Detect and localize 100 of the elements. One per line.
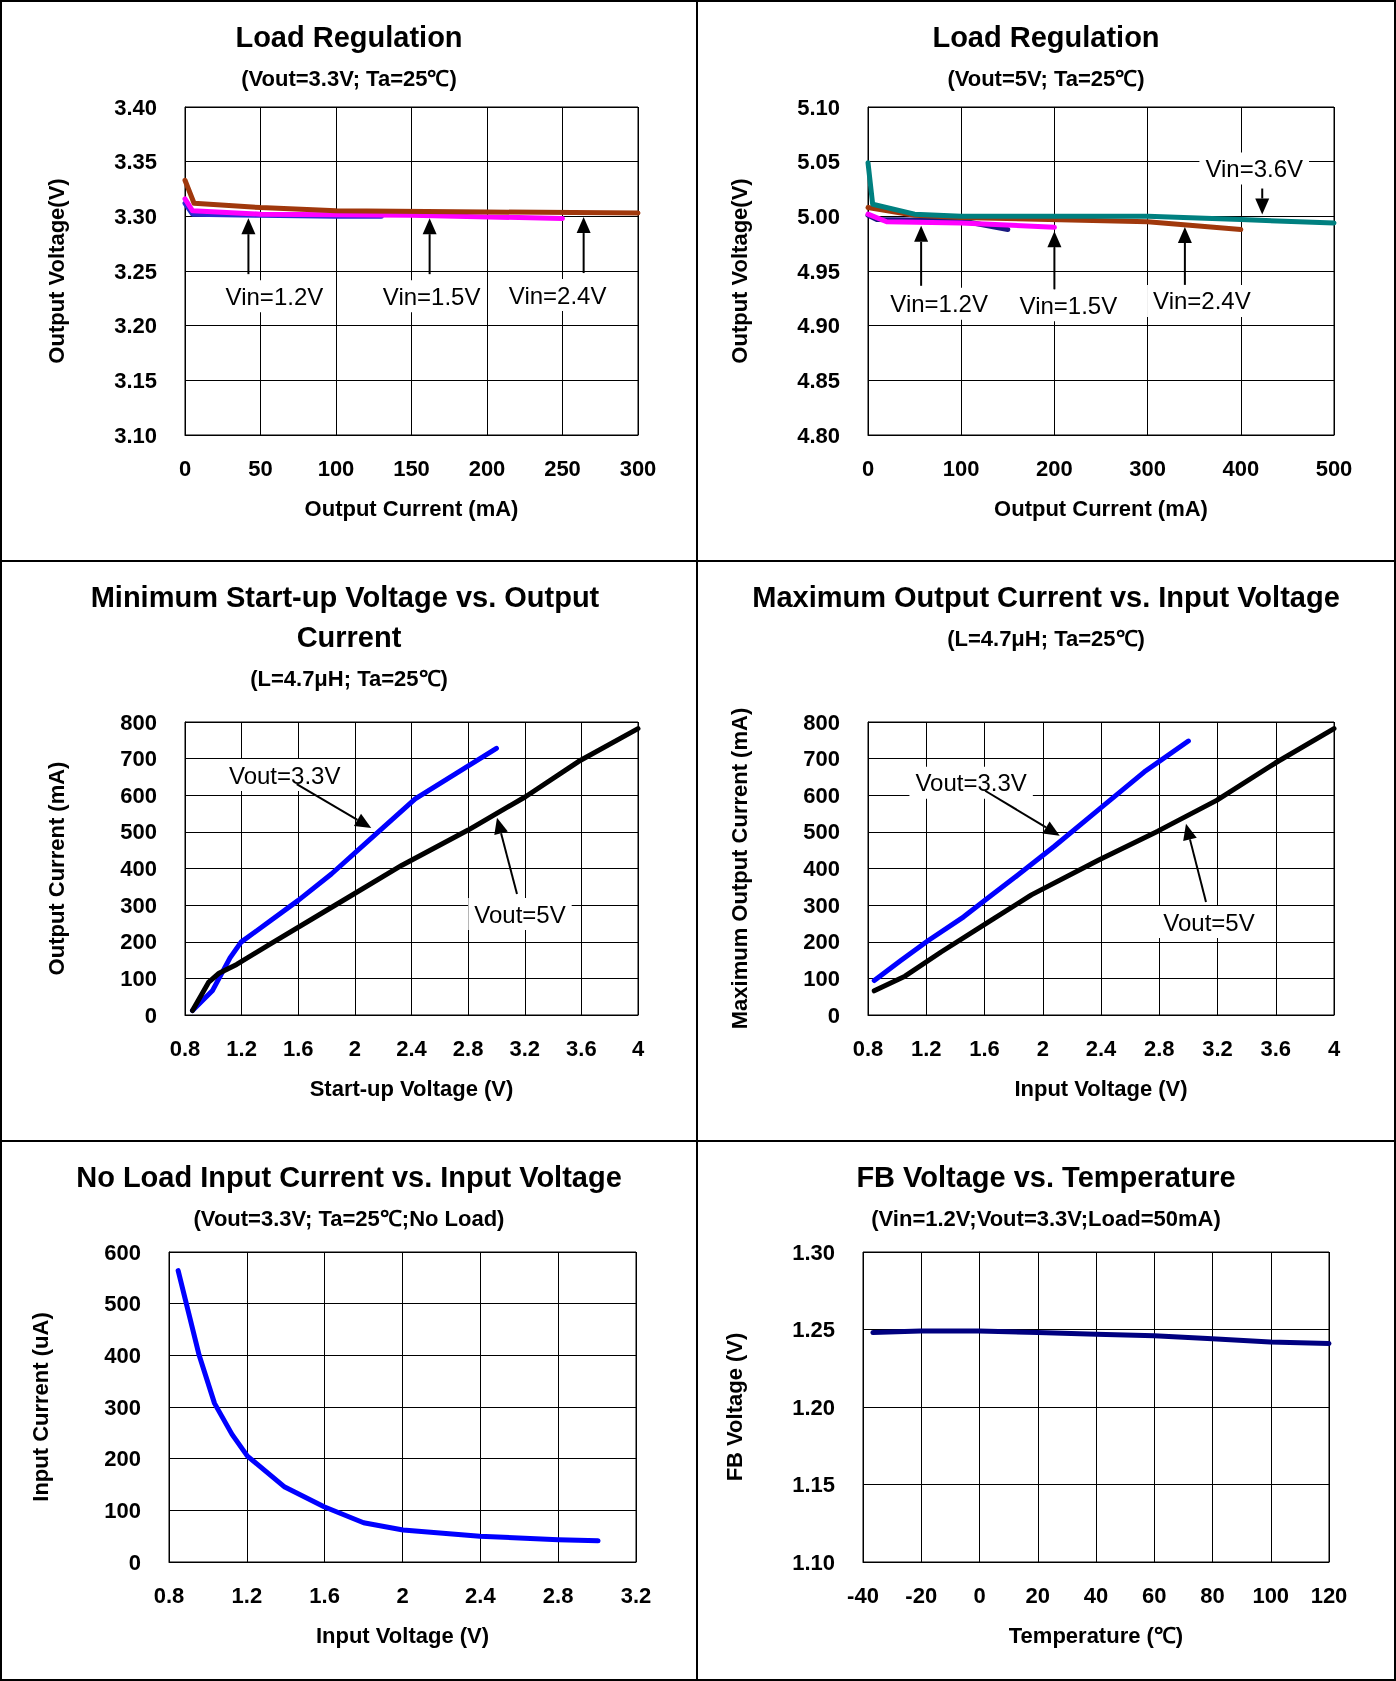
x-tick-label: 4 — [1327, 1035, 1341, 1061]
x-tick-label: 3.2 — [1202, 1035, 1233, 1061]
annotation: Vout=3.3V — [915, 769, 1027, 797]
chart-subtitle: (L=4.7μH; Ta=25℃) — [947, 625, 1145, 651]
x-tick-label: -40 — [847, 1582, 879, 1608]
y-tick-label: 1.30 — [792, 1239, 835, 1265]
x-tick-label: 2.8 — [1143, 1035, 1175, 1061]
x-tick-label: 250 — [544, 455, 581, 481]
y-tick-label: 1.25 — [792, 1317, 835, 1342]
x-tick-label: 3.6 — [1260, 1035, 1292, 1061]
chart-subtitle: (Vout=3.3V; Ta=25℃) — [241, 65, 457, 91]
y-tick-label: 300 — [120, 892, 157, 918]
x-tick-label: 50 — [248, 455, 273, 481]
y-tick-label: 300 — [104, 1394, 141, 1420]
x-tick-label: 0 — [973, 1582, 986, 1608]
x-tick-label: 200 — [468, 455, 506, 481]
x-tick-label: 2 — [396, 1582, 409, 1608]
y-tick-label: 3.40 — [114, 94, 157, 120]
x-tick-label: 2.8 — [452, 1035, 484, 1061]
y-tick-label: 1.15 — [792, 1472, 835, 1497]
x-tick-label: 2.4 — [465, 1582, 497, 1608]
y-tick-label: 700 — [803, 746, 840, 772]
x-tick-label: 1.6 — [309, 1582, 340, 1608]
y-tick-label: 200 — [120, 929, 157, 955]
x-tick-label: 100 — [317, 455, 355, 481]
y-tick-label: 800 — [803, 709, 840, 735]
x-tick-label: 300 — [1129, 455, 1166, 481]
y-tick-label: 4.80 — [797, 422, 840, 448]
x-tick-label: 100 — [1252, 1582, 1290, 1608]
x-tick-label: 400 — [1222, 455, 1260, 481]
y-tick-label: 3.25 — [114, 258, 157, 284]
chart-title: FB Voltage vs. Temperature — [856, 1161, 1236, 1193]
y-tick-label: 1.20 — [792, 1394, 835, 1420]
x-axis-title: Output Current (mA) — [304, 495, 519, 521]
chart-subtitle: (Vout=3.3V; Ta=25℃;No Load) — [193, 1205, 505, 1231]
x-axis-title: Input Voltage (V) — [1014, 1075, 1188, 1101]
x-tick-label: 1.2 — [226, 1035, 257, 1061]
y-tick-label: 500 — [104, 1291, 141, 1317]
y-tick-label: 100 — [120, 965, 157, 991]
chart-title: Load Regulation — [235, 21, 463, 53]
x-tick-label: 0 — [861, 455, 875, 481]
chart-title: Maximum Output Current vs. Input Voltage — [752, 581, 1340, 613]
x-tick-label: 1.2 — [231, 1582, 263, 1608]
x-axis-title: Start-up Voltage (V) — [309, 1075, 514, 1101]
y-tick-label: 100 — [803, 965, 840, 991]
x-tick-label: 2.8 — [542, 1582, 574, 1608]
y-tick-label: 400 — [120, 856, 157, 881]
y-tick-label: 3.10 — [114, 422, 157, 448]
y-axis-title: Output Current (mA) — [43, 761, 69, 976]
y-axis-title: Output Voltage(V) — [726, 178, 752, 364]
y-tick-label: 3.15 — [114, 367, 157, 393]
chart-title: Minimum Start-up Voltage vs. Output Current — [90, 581, 608, 653]
x-tick-label: 1.2 — [910, 1035, 942, 1061]
y-tick-label: 600 — [104, 1239, 141, 1265]
x-axis-title: Input Voltage (V) — [315, 1622, 490, 1648]
annotation: Vout=5V — [474, 900, 566, 928]
y-tick-label: 4.85 — [797, 367, 840, 393]
x-tick-label: 40 — [1083, 1582, 1109, 1608]
chart-subtitle: (L=4.7μH; Ta=25℃) — [250, 665, 448, 691]
y-tick-label: 100 — [104, 1497, 141, 1523]
y-tick-label: 3.35 — [114, 149, 157, 175]
chart-title: Load Regulation — [932, 21, 1160, 53]
y-tick-label: 5.05 — [797, 149, 840, 175]
x-tick-label: 3.2 — [620, 1582, 652, 1608]
x-axis-title: Output Current (mA) — [994, 495, 1208, 521]
x-tick-label: 80 — [1200, 1582, 1225, 1608]
annotation: Vin=1.5V — [1019, 291, 1118, 319]
y-axis-title: Maximum Output Current (mA) — [726, 707, 752, 1030]
y-tick-label: 800 — [120, 709, 157, 735]
y-tick-label: 0 — [144, 1002, 157, 1028]
x-tick-label: 150 — [393, 455, 430, 481]
x-tick-label: 4 — [631, 1035, 645, 1061]
y-tick-label: 200 — [104, 1446, 141, 1472]
annotation: Vin=1.2V — [890, 290, 988, 318]
y-tick-label: 400 — [104, 1342, 141, 1368]
x-tick-label: 20 — [1025, 1582, 1050, 1608]
y-tick-label: 5.00 — [797, 203, 840, 229]
x-tick-label: 2 — [348, 1035, 361, 1061]
x-tick-label: 0.8 — [852, 1035, 884, 1061]
annotation: Vin=3.6V — [1205, 155, 1304, 183]
y-axis-title: Output Voltage(V) — [43, 178, 69, 364]
x-tick-label: 3.2 — [509, 1035, 541, 1061]
x-tick-label: 1.6 — [282, 1035, 314, 1061]
y-tick-label: 4.90 — [797, 313, 840, 339]
y-tick-label: 3.20 — [114, 313, 157, 339]
x-tick-label: 60 — [1142, 1582, 1167, 1608]
x-tick-label: 2.4 — [396, 1035, 428, 1061]
x-axis-title: Temperature (℃) — [1008, 1622, 1184, 1648]
y-tick-label: 200 — [803, 929, 840, 955]
y-tick-label: 3.30 — [114, 203, 157, 229]
annotation: Vin=1.2V — [225, 282, 324, 310]
y-tick-label: 500 — [803, 819, 840, 845]
y-tick-label: 600 — [803, 782, 840, 808]
x-tick-label: -20 — [905, 1582, 938, 1608]
x-tick-label: 3.6 — [566, 1035, 597, 1061]
y-tick-label: 0 — [827, 1002, 840, 1028]
x-tick-label: 0.8 — [169, 1035, 201, 1061]
y-tick-label: 500 — [120, 819, 157, 845]
annotation: Vin=2.4V — [1153, 287, 1251, 315]
y-tick-label: 300 — [803, 892, 840, 918]
